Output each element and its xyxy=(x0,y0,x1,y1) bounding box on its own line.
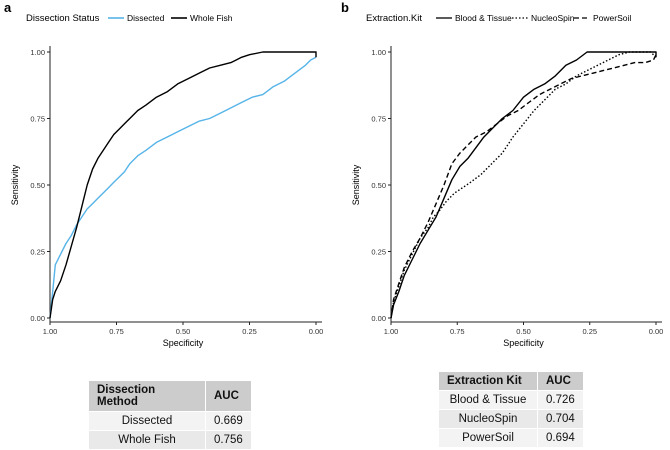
table-b-cell-kit: PowerSoil xyxy=(438,428,538,448)
plot-a: 0.00 0.25 0.50 0.75 1.00 1.00 0.75 0.50 0.25 0.00… xyxy=(10,46,323,348)
panel-a-x-axis-title: Specificity xyxy=(163,338,204,348)
table-a-cell-method: Whole Fish xyxy=(88,430,206,450)
table-row: NucleoSpin 0.704 xyxy=(438,409,584,429)
table-b-cell-auc: 0.704 xyxy=(537,409,584,429)
panel-b-roc-line-blood-tissue xyxy=(390,51,657,319)
panel-b-x-tick-label: 0.50 xyxy=(516,327,531,336)
panel-a-x-tick-label: 0.25 xyxy=(242,327,257,336)
panel-b-y-tick-label: 1.00 xyxy=(371,48,386,57)
table-a-cell-auc: 0.756 xyxy=(205,430,252,450)
panel-b-roc-line-nucleospin xyxy=(390,51,657,319)
table-row: Dissected 0.669 xyxy=(88,411,252,431)
legend-a-label-whole-fish: Whole Fish xyxy=(190,13,233,23)
panel-b-y-axis-title: Sensitivity xyxy=(351,164,361,205)
panel-b-x-tick-label: 0.00 xyxy=(649,327,664,336)
panel-a-y-tick-label: 0.75 xyxy=(30,115,45,124)
panel-b-x-tick-label: 0.75 xyxy=(450,327,465,336)
table-a-cell-auc: 0.669 xyxy=(205,411,252,431)
legend-a-label-dissected: Dissected xyxy=(127,13,165,23)
table-a-header-method: Dissection Method xyxy=(88,380,206,412)
panel-b-label: b xyxy=(341,0,349,15)
panel-a-label: a xyxy=(4,0,12,15)
table-b-header-auc: AUC xyxy=(537,371,584,391)
table-b-cell-auc: 0.726 xyxy=(537,390,584,410)
table-b-cell-auc: 0.694 xyxy=(537,428,584,448)
plot-b: 0.00 0.25 0.50 0.75 1.00 1.00 0.75 0.50 0.25 0.00… xyxy=(351,46,663,348)
panel-b-roc-line-powersoil xyxy=(390,54,657,319)
panel-a-y-tick-label: 0.00 xyxy=(30,314,45,323)
legend-b-label-powersoil: PowerSoil xyxy=(593,13,631,23)
panel-a-x-tick-label: 1.00 xyxy=(43,327,58,336)
table-row: Whole Fish 0.756 xyxy=(88,430,252,450)
legend-b-label-nucleospin: NucleoSpin xyxy=(531,13,575,23)
panel-b-y-tick-label: 0.25 xyxy=(371,248,386,257)
table-a-header-auc: AUC xyxy=(205,380,252,412)
table-b-cell-kit: NucleoSpin xyxy=(438,409,538,429)
panel-a-x-tick-label: 0.75 xyxy=(109,327,124,336)
panel-a-y-axis-title: Sensitivity xyxy=(10,164,20,205)
panel-a-y-tick-label: 0.25 xyxy=(30,248,45,257)
auc-table-dissection: Dissection Method AUC Dissected 0.669 Wh… xyxy=(88,380,252,450)
panel-b-y-tick-label: 0.50 xyxy=(371,181,386,190)
table-a-cell-method: Dissected xyxy=(88,411,206,431)
panel-a-x-tick-label: 0.00 xyxy=(309,327,324,336)
panel-b-x-tick-label: 0.25 xyxy=(582,327,597,336)
panel-a-x-tick-label: 0.50 xyxy=(176,327,191,336)
table-b-cell-kit: Blood & Tissue xyxy=(438,390,538,410)
table-row: Blood & Tissue 0.726 xyxy=(438,390,584,410)
panel-a-legend-title: Dissection Status xyxy=(26,13,100,24)
panel-b-x-tick-label: 1.00 xyxy=(384,327,399,336)
panel-b-y-tick-label: 0.75 xyxy=(371,115,386,124)
table-row: PowerSoil 0.694 xyxy=(438,428,584,448)
panel-b-legend-title: Extraction.Kit xyxy=(366,13,422,24)
panel-a-roc-line-whole-fish xyxy=(49,51,317,319)
panel-a-y-tick-label: 1.00 xyxy=(30,48,45,57)
panel-b-x-axis-title: Specificity xyxy=(503,338,544,348)
panel-a-roc-line-dissected xyxy=(49,56,317,319)
panel-a-y-tick-label: 0.50 xyxy=(30,181,45,190)
table-b-header-kit: Extraction Kit xyxy=(438,371,538,391)
panel-b-y-tick-label: 0.00 xyxy=(371,314,386,323)
auc-table-extraction: Extraction Kit AUC Blood & Tissue 0.726 … xyxy=(438,371,584,448)
legend-b-label-blood-tissue: Blood & Tissue xyxy=(455,13,512,23)
